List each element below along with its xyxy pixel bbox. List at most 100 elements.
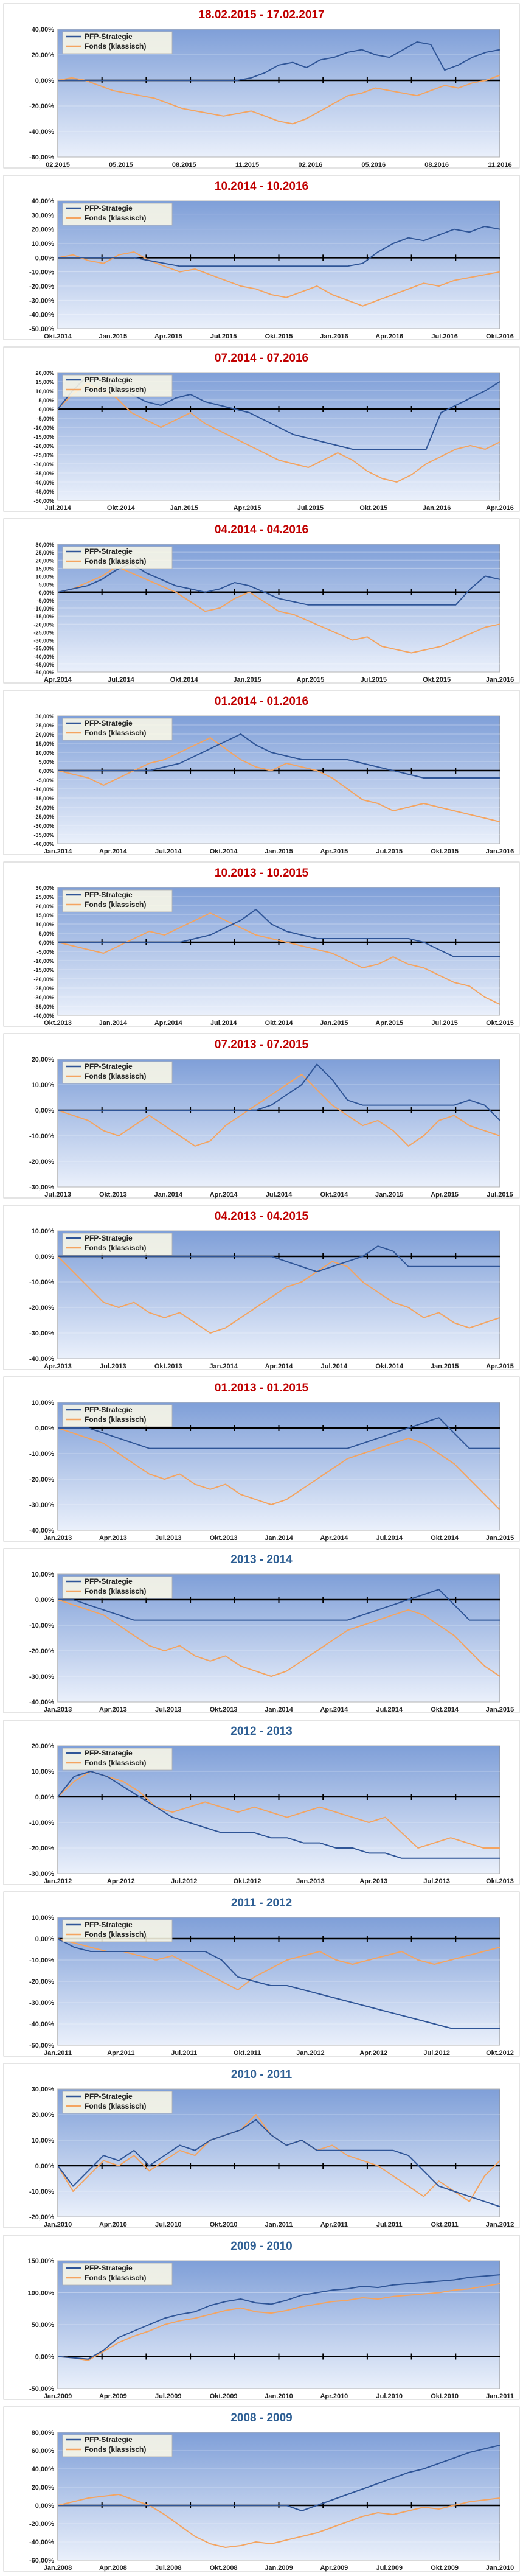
y-tick-label: -5,00% xyxy=(36,777,54,783)
y-tick-label: -30,00% xyxy=(33,823,54,829)
y-tick-label: -40,00% xyxy=(29,1527,54,1535)
x-tick-label: Jan.2009 xyxy=(44,2393,72,2400)
legend-strategy-label: PFP-Strategie xyxy=(85,2264,133,2272)
legend-fund-label: Fonds (klassisch) xyxy=(85,2445,146,2454)
legend-strategy-label: PFP-Strategie xyxy=(85,1234,133,1242)
x-tick-label: 05.2015 xyxy=(109,161,133,169)
x-tick-label: Okt.2014 xyxy=(375,1363,404,1370)
chart-title: 2009 - 2010 xyxy=(230,2240,292,2253)
x-tick-label: Okt.2011 xyxy=(431,2221,458,2228)
legend-box xyxy=(62,1748,173,1771)
series-line-strategy xyxy=(57,1771,500,1859)
y-tick-label: -40,00% xyxy=(33,480,54,486)
legend-fund-label: Fonds (klassisch) xyxy=(85,2273,146,2282)
chart-svg: 2013 - 2014 10,00% 0,00% -10,00% -20,00% -30,… xyxy=(3,1548,520,1713)
y-tick-label: -10,00% xyxy=(29,1133,54,1140)
chart-svg: 01.2014 - 01.2016 30,00% 25,00% 20,00% 15,00… xyxy=(3,690,520,855)
legend-strategy-label: PFP-Strategie xyxy=(85,719,133,727)
y-tick-label: -25,00% xyxy=(33,629,54,635)
chart-svg: 01.2013 - 01.2015 10,00% 0,00% -10,00% -20,0… xyxy=(3,1376,520,1542)
y-tick-label: -20,00% xyxy=(29,1158,54,1166)
x-tick-label: Okt.2015 xyxy=(265,333,293,340)
chart-panel: 01.2014 - 01.2016 30,00% 25,00% 20,00% 15,00… xyxy=(0,687,523,858)
x-tick-label: Jan.2014 xyxy=(265,1535,293,1542)
x-tick-label: Jul.2014 xyxy=(108,676,134,684)
series-line-fund xyxy=(57,1599,500,1677)
y-tick-label: -50,00% xyxy=(33,498,54,504)
x-tick-label: Jul.2015 xyxy=(376,848,403,855)
series-line-fund xyxy=(57,1938,500,1990)
x-tick-label: Okt.2009 xyxy=(210,2393,238,2400)
x-tick-label: Jul.2014 xyxy=(321,1363,348,1370)
y-tick-label: 0,00% xyxy=(38,768,54,774)
y-tick-label: -10,00% xyxy=(29,2188,54,2196)
x-tick-label: Jul.2010 xyxy=(376,2393,403,2400)
y-tick-label: 10,00% xyxy=(32,240,55,248)
x-tick-label: Okt.2015 xyxy=(359,505,387,512)
x-tick-label: Jul.2009 xyxy=(155,2393,181,2400)
chart-panel: 07.2013 - 07.2015 20,00% 10,00% 0,00% -10,00… xyxy=(0,1030,523,1202)
y-tick-label: -30,00% xyxy=(29,1330,54,1337)
y-tick-label: 10,00% xyxy=(32,1399,55,1407)
series-line-fund xyxy=(57,1427,500,1511)
x-tick-label: Jul.2013 xyxy=(423,1878,449,1885)
x-tick-label: Jul.2015 xyxy=(431,1020,457,1027)
y-tick-label: -30,00% xyxy=(33,638,54,644)
x-tick-label: Jan.2015 xyxy=(320,1020,348,1027)
legend-box xyxy=(62,31,173,54)
x-tick-label: Okt.2014 xyxy=(265,1020,294,1027)
x-tick-label: Jul.2015 xyxy=(210,333,237,340)
x-tick-label: Apr.2011 xyxy=(320,2221,348,2228)
y-tick-label: 150,00% xyxy=(28,2258,55,2265)
series-line-fund xyxy=(57,383,500,483)
y-tick-label: -20,00% xyxy=(29,1648,54,1655)
legend-fund-label: Fonds (klassisch) xyxy=(85,729,146,737)
x-tick-label: 05.2016 xyxy=(361,161,386,169)
y-tick-label: -15,00% xyxy=(33,796,54,802)
x-tick-label: Apr.2010 xyxy=(99,2221,127,2228)
series-line-strategy xyxy=(57,2119,500,2208)
y-tick-label: 0,00% xyxy=(35,1253,54,1261)
legend-box xyxy=(62,2091,173,2114)
chart-title: 01.2014 - 01.2016 xyxy=(215,695,308,708)
y-tick-label: -10,00% xyxy=(29,1451,54,1458)
y-tick-label: 25,00% xyxy=(35,723,54,729)
legend-strategy-label: PFP-Strategie xyxy=(85,1577,133,1586)
y-tick-label: -10,00% xyxy=(33,425,54,431)
y-tick-label: 100,00% xyxy=(28,2290,55,2297)
y-tick-label: 0,00% xyxy=(35,254,54,262)
x-tick-label: Apr.2013 xyxy=(99,1706,127,1713)
y-tick-label: 30,00% xyxy=(35,885,54,891)
y-tick-label: 20,00% xyxy=(32,52,55,59)
legend-box xyxy=(62,1919,173,1942)
x-tick-label: Apr.2015 xyxy=(234,505,262,512)
chart-panel: 2008 - 2009 80,00% 60,00% 40,00% 20,00% 0,00%… xyxy=(0,2403,523,2575)
x-tick-label: Apr.2014 xyxy=(265,1363,294,1370)
legend-box xyxy=(62,718,173,741)
y-tick-label: -35,00% xyxy=(33,832,54,838)
y-tick-label: -40,00% xyxy=(29,128,54,136)
x-tick-label: Okt.2010 xyxy=(210,2221,238,2228)
x-tick-label: Jan.2014 xyxy=(44,848,72,855)
y-tick-label: -35,00% xyxy=(33,646,54,652)
x-tick-label: Jan.2014 xyxy=(209,1363,238,1370)
y-tick-label: -40,00% xyxy=(29,1699,54,1706)
y-tick-label: -40,00% xyxy=(29,2021,54,2028)
x-tick-label: Jul.2008 xyxy=(155,2564,181,2572)
x-tick-label: Okt.2014 xyxy=(431,1535,459,1542)
x-tick-label: Apr.2014 xyxy=(320,1535,348,1542)
x-tick-label: Jan.2015 xyxy=(265,848,293,855)
y-tick-label: 20,00% xyxy=(32,1056,55,1063)
x-tick-label: Okt.2012 xyxy=(486,2049,514,2057)
series-line-fund xyxy=(57,1771,500,1849)
y-tick-label: -10,00% xyxy=(33,606,54,612)
legend-fund-label: Fonds (klassisch) xyxy=(85,1587,146,1595)
chart-title: 04.2013 - 04.2015 xyxy=(215,1210,309,1223)
y-tick-label: -15,00% xyxy=(33,967,54,973)
y-tick-label: -30,00% xyxy=(29,297,54,304)
y-tick-label: -10,00% xyxy=(29,1819,54,1827)
